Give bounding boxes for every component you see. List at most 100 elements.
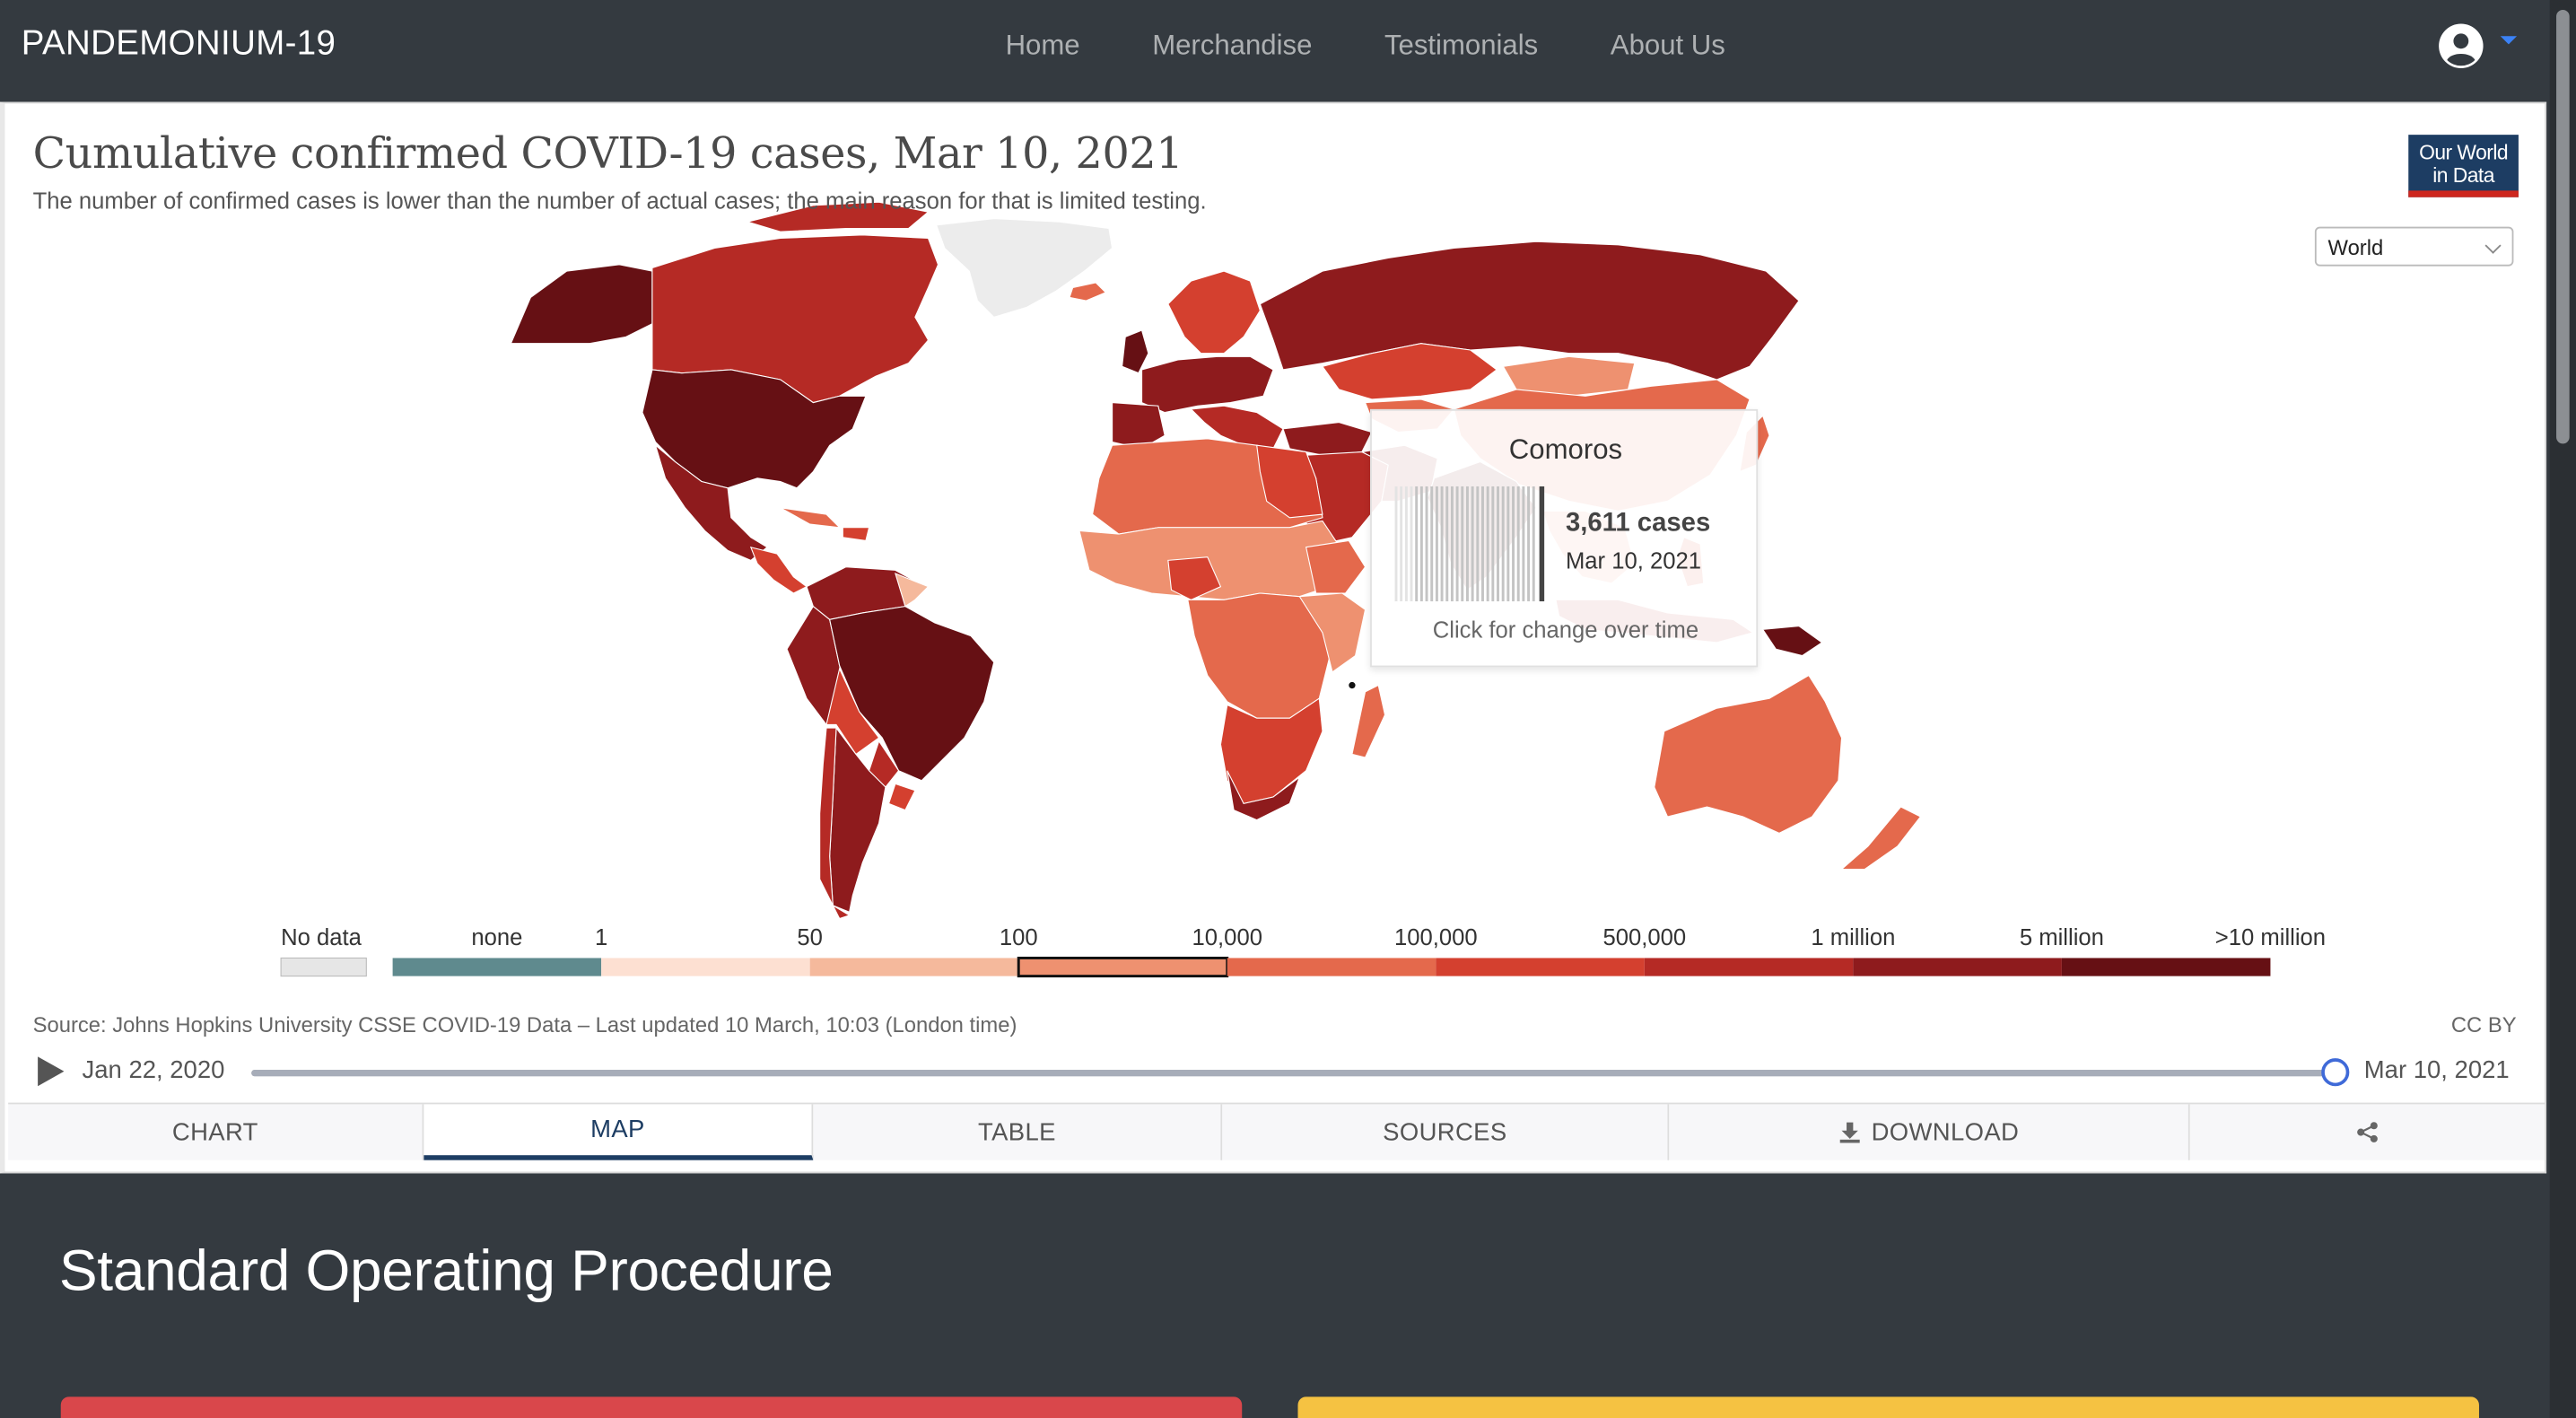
tab-share[interactable] [2189, 1104, 2545, 1160]
map-greenland [935, 217, 1113, 319]
map-central-america [749, 546, 808, 594]
legend-tick-label: 10,000 [1192, 923, 1262, 950]
scrollbar-thumb[interactable] [2556, 9, 2570, 444]
legend-bin-0[interactable] [392, 958, 602, 976]
sparkline-bar [1450, 486, 1454, 602]
sparkline-bar [1410, 486, 1413, 602]
tab-map[interactable]: MAP [424, 1104, 814, 1160]
map-south-africa [1227, 770, 1301, 821]
region-select[interactable]: World [2314, 226, 2514, 267]
map-central-africa [1187, 592, 1330, 719]
play-icon[interactable] [38, 1056, 65, 1087]
legend-no-data-label: No data [281, 923, 362, 950]
sparkline-bar [1516, 486, 1520, 602]
map-ethiopia [1305, 539, 1367, 594]
timeline-handle[interactable] [2321, 1058, 2350, 1087]
sparkline-bar [1425, 486, 1428, 602]
sparkline-bar [1461, 486, 1464, 602]
sparkline-bar [1497, 486, 1499, 602]
map-nigeria [1167, 556, 1222, 600]
map-guianas [895, 573, 930, 608]
legend-bin-8[interactable] [2061, 958, 2271, 976]
legend-bin-1[interactable] [601, 958, 810, 976]
map-comoros [1349, 681, 1356, 689]
legend-bin-2[interactable] [809, 958, 1019, 976]
nav-link-testimonials[interactable]: Testimonials [1384, 29, 1539, 61]
legend-bin-7[interactable] [1853, 958, 2062, 976]
user-circle-icon[interactable] [2438, 23, 2484, 69]
brand-logo[interactable]: PANDEMONIUM-19 [21, 24, 336, 63]
legend-bin-5[interactable] [1436, 958, 1645, 976]
map-chile [819, 727, 851, 920]
nav-link-about-us[interactable]: About Us [1610, 29, 1725, 61]
owid-logo-line1: Our World [2419, 141, 2509, 165]
sparkline-bar [1506, 486, 1510, 602]
chart-subtitle: The number of confirmed cases is lower t… [32, 187, 1207, 214]
map-png [1761, 626, 1823, 657]
map-tooltip[interactable]: Comoros 3,611 cases Mar 10, 2021 Click f… [1370, 408, 1759, 668]
caret-down-icon[interactable] [2500, 36, 2518, 45]
tab-table[interactable]: TABLE [813, 1104, 1223, 1160]
tab-chart[interactable]: CHART [8, 1104, 424, 1160]
map-new-zealand [1840, 806, 1922, 871]
tab-sources[interactable]: SOURCES [1222, 1104, 1670, 1160]
tab-download-label: DOWNLOAD [1871, 1117, 2020, 1147]
grapher-tabs: CHART MAP TABLE SOURCES DOWNLOAD [8, 1102, 2545, 1160]
legend-bin-3[interactable] [1017, 957, 1229, 978]
top-navbar: PANDEMONIUM-19 Home Merchandise Testimon… [0, 0, 2550, 96]
sparkline-bar [1465, 486, 1469, 602]
region-select-value: World [2327, 234, 2384, 260]
sparkline-bar [1476, 486, 1480, 602]
map-western-europe [1140, 355, 1274, 414]
legend-tick-label: none [471, 923, 523, 950]
sparkline-bar [1415, 486, 1419, 602]
sparkline-bar [1501, 486, 1505, 602]
sparkline-bar [1394, 486, 1398, 602]
owid-logo[interactable]: Our World in Data [2408, 135, 2519, 197]
map-cuba [780, 507, 842, 529]
sparkline-bar [1430, 486, 1434, 602]
sparkline-bar [1491, 486, 1495, 602]
tab-download[interactable]: DOWNLOAD [1669, 1104, 2190, 1160]
map-southern-africa [1219, 697, 1323, 804]
sparkline-bar [1455, 486, 1459, 602]
map-egypt [1256, 444, 1323, 519]
tooltip-value: 3,611 cases [1565, 509, 1711, 538]
tooltip-date: Mar 10, 2021 [1565, 547, 1702, 574]
map-australia [1654, 674, 1843, 834]
sparkline-bar [1527, 486, 1531, 602]
map-kazakhstan [1322, 343, 1498, 400]
nav-link-merchandise[interactable]: Merchandise [1152, 29, 1313, 61]
legend-tick-label: 100,000 [1393, 923, 1478, 950]
chart-title: Cumulative confirmed COVID-19 cases, Mar… [32, 129, 1183, 179]
legend-bin-6[interactable] [1644, 958, 1854, 976]
map-brazil [829, 606, 995, 782]
legend-tick-label: 1 million [1811, 923, 1896, 950]
sparkline-bar [1445, 486, 1449, 602]
sparkline-bar [1522, 486, 1525, 602]
map-scandinavia [1167, 270, 1261, 354]
map-uruguay [887, 783, 916, 811]
legend-no-data-swatch [280, 957, 367, 977]
timeline-track-fill [251, 1069, 2338, 1077]
sparkline-bar [1404, 486, 1408, 602]
map-alaska [510, 264, 653, 345]
world-map[interactable] [8, 107, 2545, 1159]
sparkline-bar [1512, 486, 1515, 602]
sop-card-red [60, 1396, 1243, 1418]
legend-tick-label: 5 million [2019, 923, 2104, 950]
source-note[interactable]: Source: Johns Hopkins University CSSE CO… [32, 1011, 1017, 1037]
legend-bin-4[interactable] [1227, 958, 1436, 976]
license-label[interactable]: CC BY [2450, 1011, 2517, 1037]
tooltip-sparkline [1394, 486, 1545, 602]
map-madagascar [1351, 684, 1386, 758]
sparkline-bar [1440, 486, 1444, 602]
sparkline-bar [1481, 486, 1484, 602]
legend-tick-label: 50 [797, 923, 823, 950]
nav-link-home[interactable]: Home [1005, 29, 1080, 61]
sparkline-bar [1435, 486, 1438, 602]
map-canada-islands [746, 201, 930, 232]
legend-tick-label: >10 million [2214, 923, 2327, 950]
map-hispaniola [842, 527, 870, 542]
map-iceland [1069, 282, 1107, 302]
